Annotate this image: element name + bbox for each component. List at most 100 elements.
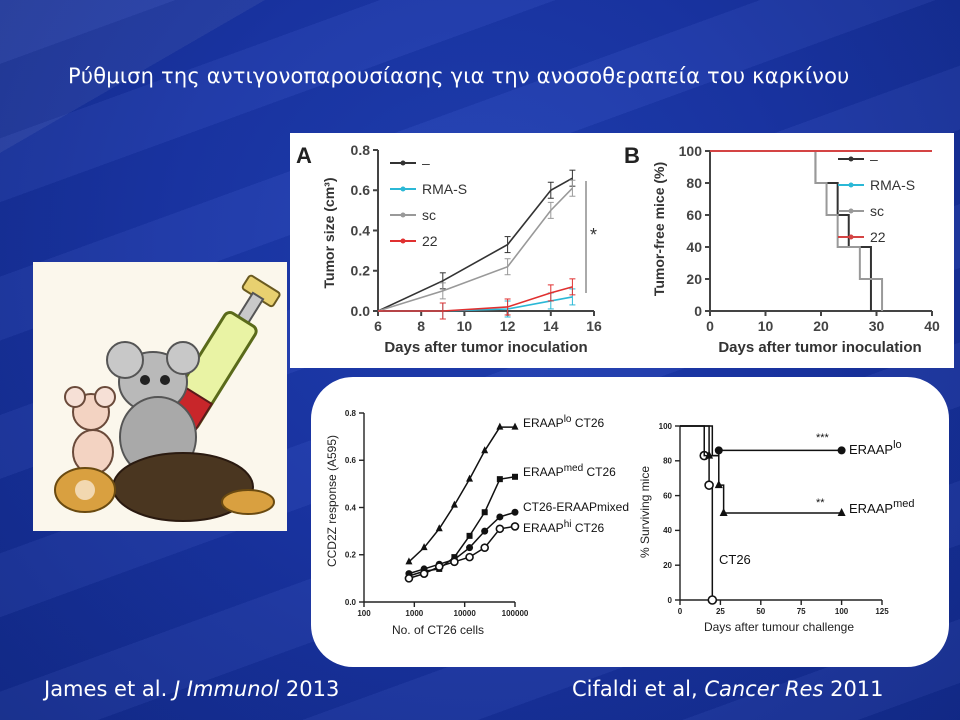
data-point-open-circle xyxy=(707,595,718,605)
chart-d-labels: ERAAPlo *** ERAAPmed ** CT26 xyxy=(719,432,914,567)
citation-left-journal: J Immunol xyxy=(173,677,280,701)
x-tick-label: 25 xyxy=(716,607,725,616)
citation-right: Cifaldi et al, Cancer Res 2011 xyxy=(572,677,884,701)
data-point-open-circle xyxy=(704,480,714,490)
chart-d-xlabel: Days after tumour challenge xyxy=(704,620,854,634)
data-point-square xyxy=(466,532,473,539)
legend-label: 22 xyxy=(422,233,438,249)
data-point-triangle xyxy=(496,422,504,430)
chart-b-lines xyxy=(710,150,932,311)
x-tick-label: 40 xyxy=(924,318,940,334)
chart-a-axes: 0.0 0.2 0.4 0.6 0.8 6 8 10 12 14 16 xyxy=(351,142,602,334)
x-tick-label: 16 xyxy=(586,318,602,334)
x-tick-label: 75 xyxy=(797,607,806,616)
legend-marker xyxy=(848,234,854,240)
data-point-circle xyxy=(714,446,723,455)
x-tick-label: 10 xyxy=(457,318,473,334)
chart-c: 0.0 0.2 0.4 0.6 0.8 100 1000 10000 100000 ERAAPl… xyxy=(325,409,629,637)
chart-b-ylabel: Tumor-free mice (%) xyxy=(651,162,667,296)
series-label: CT26 xyxy=(719,552,751,567)
x-tick-label: 100 xyxy=(357,609,371,618)
legend-label: – xyxy=(422,155,430,171)
y-tick-label: 0.2 xyxy=(351,263,371,279)
y-tick-label: 100 xyxy=(679,143,703,159)
x-tick-label: 14 xyxy=(543,318,559,334)
data-point-triangle xyxy=(420,543,428,551)
chart-b: B 0 20 40 60 80 100 0 10 20 30 40 – RMA-S sc 22 Days … xyxy=(624,143,940,356)
x-tick-label: 20 xyxy=(813,318,829,334)
panel-a-letter: A xyxy=(296,143,312,168)
legend-marker xyxy=(400,186,406,192)
y-tick-label: 20 xyxy=(686,271,702,287)
chart-b-xlabel: Days after tumor inoculation xyxy=(718,339,921,356)
citation-right-authors: Cifaldi et al, xyxy=(572,677,705,701)
x-tick-label: 0 xyxy=(706,318,714,334)
chart-a-ylabel: Tumor size (cm³) xyxy=(321,178,337,289)
y-tick-label: 20 xyxy=(663,561,672,570)
y-tick-label: 0.2 xyxy=(345,551,357,560)
chart-a-xlabel: Days after tumor inoculation xyxy=(384,339,587,356)
x-tick-label: 100 xyxy=(835,607,849,616)
legend-label: – xyxy=(870,151,878,167)
legend-label: 22 xyxy=(870,229,886,245)
data-point-open-circle xyxy=(465,552,474,562)
series-line xyxy=(408,511,516,575)
figure-top-svg: A 0.0 0.2 0.4 0.6 0.8 6 8 10 12 14 16 – RMA-S sc 22 D… xyxy=(296,142,940,356)
data-point-open-circle xyxy=(434,562,444,571)
legend-label: RMA-S xyxy=(422,181,467,197)
y-tick-label: 60 xyxy=(686,207,702,223)
chart-b-legend: – RMA-S sc 22 xyxy=(838,151,915,245)
y-tick-label: 0 xyxy=(694,303,702,319)
data-point-triangle xyxy=(450,500,458,508)
x-tick-label: 50 xyxy=(756,607,765,616)
data-point-circle xyxy=(511,508,519,516)
legend-marker xyxy=(848,182,854,188)
chart-d-lines xyxy=(680,425,846,605)
y-tick-label: 40 xyxy=(663,526,672,535)
series-label: ERAAPlo xyxy=(849,439,902,457)
data-point-circle xyxy=(837,446,846,455)
series-line xyxy=(710,150,884,311)
x-tick-label: 100000 xyxy=(502,609,529,618)
data-point-open-circle xyxy=(450,557,459,567)
x-tick-label: 6 xyxy=(374,318,382,334)
data-point-open-circle xyxy=(404,574,414,583)
series-label: ERAAPhi CT26 xyxy=(523,519,604,536)
data-point-open-circle xyxy=(419,569,429,578)
chart-d-ylabel: % Surviving mice xyxy=(638,466,652,558)
data-point-triangle xyxy=(511,422,519,430)
x-tick-label: 10 xyxy=(758,318,774,334)
data-point-circle xyxy=(496,513,504,521)
citation-left-year: 2013 xyxy=(279,677,340,701)
data-point-square xyxy=(512,473,518,480)
y-tick-label: 60 xyxy=(663,491,672,500)
series-line xyxy=(710,150,872,311)
chart-b-axes: 0 20 40 60 80 100 0 10 20 30 40 xyxy=(679,143,940,334)
data-point-triangle xyxy=(719,508,728,516)
data-point-triangle xyxy=(837,508,846,516)
citation-left: James et al. J Immunol 2013 xyxy=(44,677,339,701)
data-point-open-circle xyxy=(510,522,520,531)
data-point-triangle xyxy=(435,524,443,532)
legend-marker xyxy=(400,212,406,218)
series-label: ERAAPmed xyxy=(849,498,914,516)
y-tick-label: 0.8 xyxy=(345,409,357,418)
chart-a-significance: * xyxy=(590,225,597,245)
y-tick-label: 0.4 xyxy=(345,503,357,512)
citation-left-authors: James et al. xyxy=(44,677,174,701)
legend-marker xyxy=(848,208,854,214)
data-point-open-circle xyxy=(495,524,505,534)
data-point-triangle xyxy=(714,480,723,489)
x-tick-label: 125 xyxy=(875,607,889,616)
legend-marker xyxy=(400,160,406,166)
y-tick-label: 0.0 xyxy=(345,598,357,607)
x-tick-label: 10000 xyxy=(454,609,477,618)
y-tick-label: 0.0 xyxy=(351,303,371,319)
series-label: ERAAPlo CT26 xyxy=(523,414,604,431)
figure-panel-top: A 0.0 0.2 0.4 0.6 0.8 6 8 10 12 14 16 – RMA-S sc 22 D… xyxy=(290,133,954,368)
significance-label: ** xyxy=(816,497,825,509)
legend-label: sc xyxy=(422,207,436,223)
data-point-triangle xyxy=(705,450,714,459)
